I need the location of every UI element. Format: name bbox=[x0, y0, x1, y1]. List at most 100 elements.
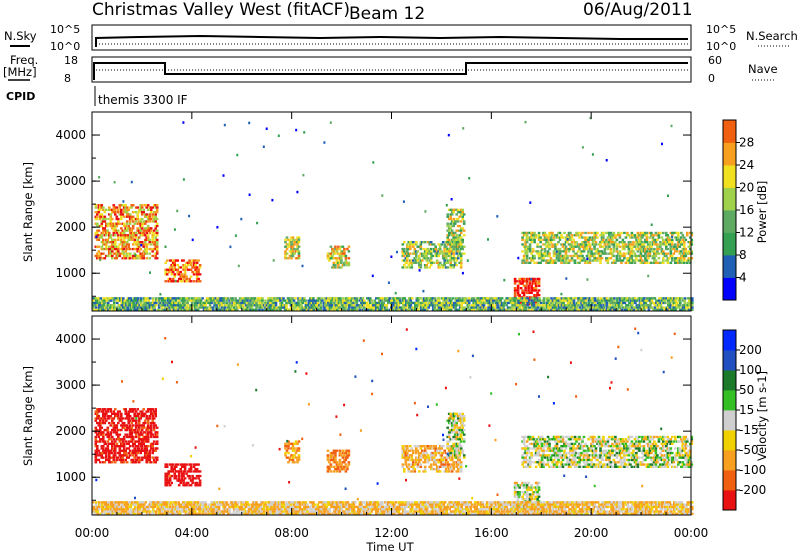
heatmap-cell bbox=[473, 306, 477, 309]
heatmap-cell bbox=[296, 243, 299, 246]
heatmap-cell bbox=[96, 234, 99, 237]
date-title: 06/Aug/2011 bbox=[583, 0, 693, 20]
heatmap-cell bbox=[659, 241, 662, 244]
heatmap-cell bbox=[452, 231, 455, 235]
heatmap-cell bbox=[667, 194, 669, 197]
heatmap-cell bbox=[99, 206, 102, 209]
heatmap-cell bbox=[661, 297, 664, 300]
heatmap-cell bbox=[124, 224, 127, 228]
heatmap-cell bbox=[157, 299, 161, 302]
heatmap-cell bbox=[316, 299, 320, 302]
heatmap-cell bbox=[355, 301, 359, 305]
heatmap-cell bbox=[532, 304, 535, 307]
heatmap-cell bbox=[100, 431, 104, 434]
heatmap-cell bbox=[348, 304, 351, 307]
heatmap-cell bbox=[639, 247, 643, 251]
heatmap-cell bbox=[479, 304, 483, 307]
heatmap-cell bbox=[434, 247, 437, 251]
heatmap-cell bbox=[636, 241, 640, 244]
heatmap-cell bbox=[688, 308, 691, 311]
heatmap-cell bbox=[461, 271, 464, 275]
heatmap-cell bbox=[453, 208, 457, 211]
heatmap-cell bbox=[183, 304, 186, 307]
heatmap-cell bbox=[186, 308, 189, 311]
heatmap-cell bbox=[521, 261, 524, 264]
heatmap-cell bbox=[96, 238, 99, 241]
heatmap-cell bbox=[291, 238, 295, 241]
heatmap-cell bbox=[456, 254, 460, 258]
heatmap-cell bbox=[273, 304, 276, 307]
heatmap-cell bbox=[663, 243, 667, 246]
heatmap-cell bbox=[142, 211, 145, 214]
heatmap-cell bbox=[499, 304, 502, 307]
heatmap-cell bbox=[550, 299, 553, 302]
heatmap-cell bbox=[513, 280, 517, 283]
heatmap-cell bbox=[533, 282, 536, 285]
heatmap-cell bbox=[358, 308, 362, 311]
heatmap-cell bbox=[593, 238, 596, 241]
heatmap-cell bbox=[108, 408, 111, 411]
heatmap-cell bbox=[635, 254, 638, 258]
heatmap-cell bbox=[124, 458, 127, 462]
heatmap-cell bbox=[154, 231, 157, 235]
heatmap-cell bbox=[99, 297, 103, 300]
heatmap-cell bbox=[409, 306, 413, 309]
heatmap-cell bbox=[164, 245, 167, 248]
heatmap-cell bbox=[609, 250, 613, 253]
heatmap-cell bbox=[99, 408, 102, 411]
heatmap-cell bbox=[111, 445, 114, 448]
heatmap-cell bbox=[328, 308, 332, 311]
heatmap-cell bbox=[428, 252, 431, 255]
heatmap-cell bbox=[551, 243, 554, 246]
heatmap-cell bbox=[307, 299, 311, 302]
heatmap-cell bbox=[243, 297, 246, 300]
heatmap-cell bbox=[570, 257, 574, 260]
heatmap-cell bbox=[527, 277, 530, 281]
heatmap-cell bbox=[678, 261, 682, 264]
heatmap-cell bbox=[319, 299, 323, 302]
heatmap-cell bbox=[397, 306, 401, 309]
heatmap-cell bbox=[629, 241, 632, 244]
heatmap-cell bbox=[691, 299, 694, 302]
heatmap-cell bbox=[101, 308, 104, 311]
heatmap-cell bbox=[117, 250, 120, 253]
heatmap-cell bbox=[131, 438, 135, 441]
heatmap-cell bbox=[619, 306, 622, 309]
heatmap-cell bbox=[286, 308, 290, 311]
heatmap-cell bbox=[207, 308, 210, 311]
heatmap-cell bbox=[606, 259, 610, 262]
heatmap-cell bbox=[219, 297, 222, 300]
heatmap-cell bbox=[543, 247, 547, 251]
heatmap-cell bbox=[438, 252, 442, 255]
heatmap-cell bbox=[177, 472, 181, 475]
heatmap-cell bbox=[419, 247, 423, 251]
heatmap-cell bbox=[528, 236, 532, 239]
heatmap-cell bbox=[133, 257, 136, 260]
heatmap-cell bbox=[503, 299, 507, 302]
heatmap-cell bbox=[509, 308, 513, 311]
heatmap-cell bbox=[630, 236, 634, 239]
heatmap-cell bbox=[506, 306, 510, 309]
heatmap-cell bbox=[476, 297, 480, 300]
heatmap-cell bbox=[146, 454, 150, 457]
heatmap-cell bbox=[152, 410, 156, 413]
heatmap-cell bbox=[567, 247, 571, 251]
heatmap-cell bbox=[629, 261, 632, 264]
heatmap-cell bbox=[328, 301, 332, 305]
heatmap-cell bbox=[297, 252, 301, 255]
heatmap-cell bbox=[560, 234, 563, 237]
heatmap-cell bbox=[291, 247, 295, 251]
heatmap-cell bbox=[214, 297, 218, 300]
heatmap-cell bbox=[134, 449, 138, 452]
heatmap-cell bbox=[97, 449, 101, 452]
heatmap-cell bbox=[408, 301, 411, 305]
heatmap-cell bbox=[673, 306, 676, 309]
heatmap-cell bbox=[113, 304, 116, 307]
heatmap-cell bbox=[247, 308, 251, 311]
heatmap-cell bbox=[409, 243, 412, 246]
heatmap-cell bbox=[168, 304, 171, 307]
heatmap-cell bbox=[156, 308, 159, 311]
heatmap-cell bbox=[642, 243, 646, 246]
heatmap-cell bbox=[585, 243, 588, 247]
heatmap-cell bbox=[672, 245, 676, 248]
